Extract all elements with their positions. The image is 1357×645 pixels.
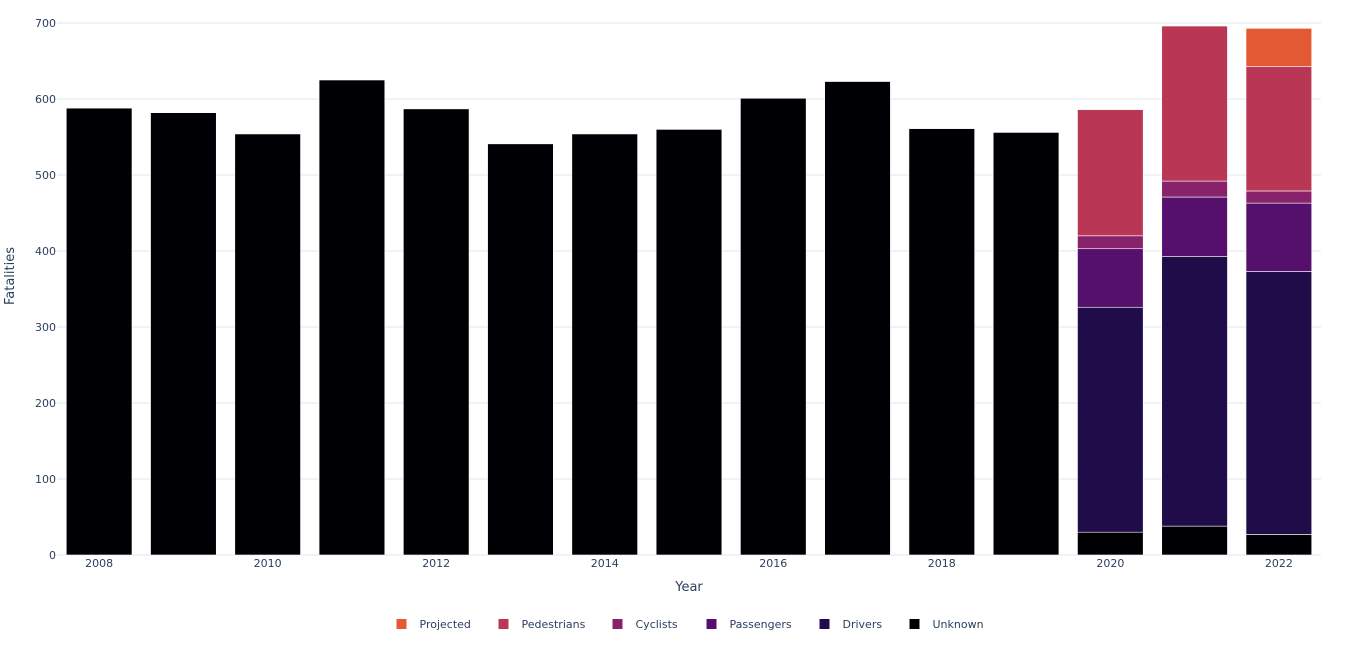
bar-unknown-2018 [908,128,975,556]
bar-pedestrians-2022 [1245,66,1313,192]
y-axis: 0 100 200 300 400 500 600 700 [35,17,56,562]
legend-item-passengers[interactable]: Passengers [706,618,792,631]
bar-unknown-2020 [1077,531,1144,556]
bar-drivers-2020 [1077,306,1144,533]
y-tick-label: 400 [35,245,56,258]
legend-item-projected[interactable]: Projected [396,618,471,631]
legend-item-unknown[interactable]: Unknown [909,618,984,631]
y-tick-label: 200 [35,397,56,410]
x-axis: 2008 2010 2012 2014 2016 2018 2020 2022 [85,557,1293,570]
x-tick-label: 2014 [591,557,619,570]
legend-swatch [909,619,920,629]
bar-cyclists-2022 [1245,190,1313,204]
legend-label: Projected [420,618,471,631]
y-tick-label: 500 [35,169,56,182]
bar-passengers-2022 [1245,202,1313,272]
x-tick-label: 2012 [422,557,450,570]
bar-unknown-2009 [150,112,217,556]
bar-unknown-2015 [655,129,723,556]
bar-drivers-2021 [1161,256,1228,527]
bar-unknown-2010 [234,133,301,556]
y-tick-label: 300 [35,321,56,334]
x-tick-label: 2016 [759,557,787,570]
bar-pedestrians-2021 [1161,25,1228,182]
x-tick-label: 2018 [928,557,956,570]
legend-item-pedestrians[interactable]: Pedestrians [498,618,586,631]
bar-unknown-2014 [571,133,638,556]
legend-label: Drivers [843,618,883,631]
legend-label: Unknown [933,618,984,631]
x-tick-label: 2020 [1096,557,1124,570]
legend-swatch [612,619,623,629]
y-tick-label: 600 [35,93,56,106]
bar-unknown-2013 [487,143,554,556]
x-axis-title: Year [674,580,703,595]
legend-swatch [819,619,830,629]
bar-drivers-2022 [1245,271,1313,535]
bar-passengers-2020 [1077,248,1144,308]
y-tick-label: 100 [35,473,56,486]
bar-cyclists-2021 [1161,180,1228,198]
bar-unknown-2021 [1161,525,1228,556]
bar-unknown-2012 [403,108,470,556]
bar-unknown-2011 [318,79,386,556]
bar-passengers-2021 [1161,196,1228,257]
legend-item-cyclists[interactable]: Cyclists [612,618,678,631]
legend-swatch [706,619,717,629]
bar-projected-2022 [1245,28,1313,67]
bars [65,25,1313,556]
legend-label: Pedestrians [522,618,586,631]
y-tick-label: 700 [35,17,56,30]
x-tick-label: 2010 [254,557,282,570]
x-tick-label: 2022 [1265,557,1293,570]
bar-unknown-2017 [824,81,891,556]
x-tick-label: 2008 [85,557,113,570]
bar-cyclists-2020 [1077,235,1144,250]
bar-pedestrians-2020 [1077,109,1144,237]
y-tick-label: 0 [49,549,56,562]
bar-unknown-2008 [65,107,133,556]
legend-swatch [396,619,407,629]
legend-swatch [498,619,509,629]
bar-unknown-2019 [992,132,1060,556]
bar-unknown-2022 [1245,534,1313,556]
legend-label: Passengers [730,618,792,631]
legend: Projected Pedestrians Cyclists Passengers Dr… [396,618,984,631]
legend-label: Cyclists [636,618,678,631]
bar-unknown-2016 [740,97,807,556]
y-axis-title: Fatalities [3,247,18,305]
legend-item-drivers[interactable]: Drivers [819,618,883,631]
